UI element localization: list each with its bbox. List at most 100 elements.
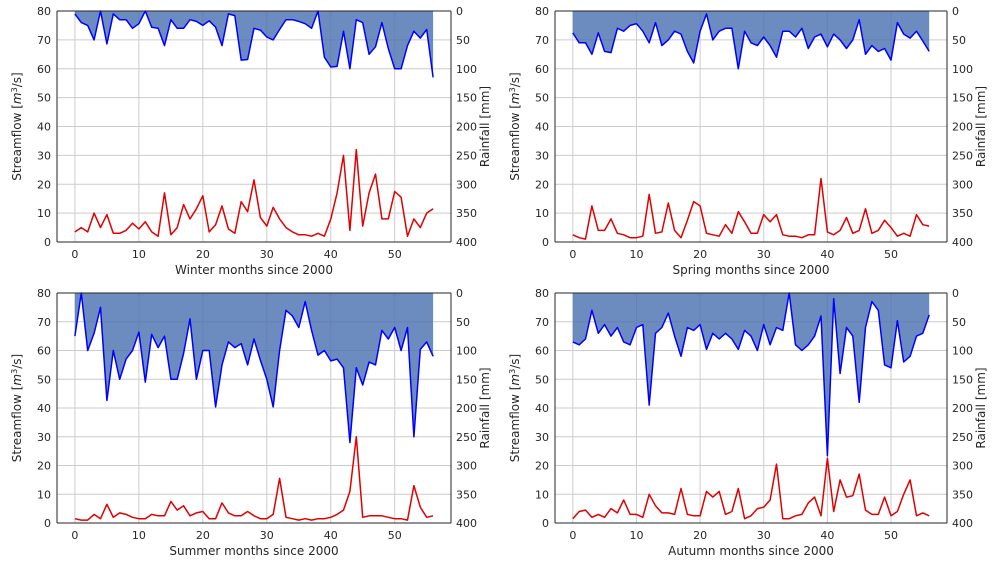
series-line-left — [74, 148, 434, 237]
x-tick-label: 0 — [71, 529, 78, 542]
chart-panel: 0 10 20 30 40 50 0 10 20 30 40 50 60 70 80 0 50 100 150 200… — [10, 287, 493, 558]
series-line-right — [572, 292, 930, 457]
y-right-tick-label: 300 — [952, 460, 973, 473]
y-left-tick-label: 0 — [542, 236, 549, 249]
y-right-tick-label: 300 — [456, 460, 477, 473]
y-right-tick-label: 250 — [456, 431, 477, 444]
series-line-left — [572, 177, 930, 240]
chart-panel: 0 10 20 30 40 50 0 10 20 30 40 50 60 70 80 0 50 100 150 200… — [508, 287, 989, 558]
y-left-tick-label: 80 — [535, 5, 549, 18]
y-left-tick-label: 10 — [37, 488, 51, 501]
y-axis-label-left: Streamflow [m3/s] — [10, 354, 25, 462]
y-right-tick-label: 0 — [456, 287, 463, 300]
rainfall-area — [74, 11, 434, 78]
y-left-tick-label: 50 — [37, 373, 51, 386]
x-tick-label: 20 — [693, 248, 707, 261]
rainfall-area — [572, 293, 930, 456]
y-axis-label-right: Rainfall [mm] — [478, 86, 492, 167]
y-axis-label-left: Streamflow [m3/s] — [508, 354, 523, 462]
rainfall-area — [74, 293, 434, 443]
y-left-tick-label: 40 — [37, 402, 51, 415]
x-tick-label: 10 — [629, 248, 643, 261]
y-left-tick-label: 30 — [37, 431, 51, 444]
y-left-tick-label: 30 — [535, 431, 549, 444]
y-left-tick-label: 30 — [535, 149, 549, 162]
x-tick-label: 40 — [324, 529, 338, 542]
x-axis-label: Autumn months since 2000 — [668, 544, 834, 558]
y-right-tick-label: 200 — [456, 402, 477, 415]
series-line-right — [572, 13, 930, 70]
y-left-tick-label: 20 — [37, 460, 51, 473]
x-axis-label: Winter months since 2000 — [175, 263, 333, 277]
x-tick-label: 20 — [693, 529, 707, 542]
y-right-tick-label: 400 — [456, 517, 477, 530]
y-left-tick-label: 70 — [37, 34, 51, 47]
y-left-tick-label: 10 — [535, 207, 549, 220]
y-axis-label-right: Rainfall [mm] — [974, 86, 988, 167]
y-left-tick-label: 50 — [535, 373, 549, 386]
y-left-tick-label: 80 — [37, 287, 51, 300]
y-right-tick-label: 200 — [952, 121, 973, 134]
y-left-tick-label: 20 — [535, 460, 549, 473]
y-right-tick-label: 250 — [456, 149, 477, 162]
y-left-tick-label: 80 — [37, 5, 51, 18]
x-tick-label: 30 — [260, 248, 274, 261]
y-left-tick-label: 70 — [37, 316, 51, 329]
y-axis-label-right: Rainfall [mm] — [974, 367, 988, 448]
x-tick-label: 40 — [820, 248, 834, 261]
y-right-tick-label: 400 — [952, 236, 973, 249]
y-left-tick-label: 60 — [535, 63, 549, 76]
y-left-tick-label: 20 — [535, 178, 549, 191]
x-tick-label: 10 — [132, 248, 146, 261]
x-tick-label: 0 — [569, 529, 576, 542]
y-right-tick-label: 0 — [952, 287, 959, 300]
y-left-tick-label: 80 — [535, 287, 549, 300]
y-right-tick-label: 50 — [456, 34, 470, 47]
y-left-tick-label: 30 — [37, 149, 51, 162]
x-axis-label: Summer months since 2000 — [169, 544, 338, 558]
y-left-tick-label: 50 — [535, 92, 549, 105]
y-right-tick-label: 250 — [952, 149, 973, 162]
y-right-tick-label: 100 — [456, 345, 477, 358]
y-right-tick-label: 350 — [952, 488, 973, 501]
x-tick-label: 0 — [569, 248, 576, 261]
y-left-tick-label: 60 — [535, 345, 549, 358]
y-right-tick-label: 200 — [952, 402, 973, 415]
y-right-tick-label: 300 — [952, 178, 973, 191]
y-left-tick-label: 0 — [44, 517, 51, 530]
rainfall-area — [572, 11, 930, 69]
y-axis-label-left: Streamflow [m3/s] — [508, 72, 523, 180]
y-left-tick-label: 0 — [542, 517, 549, 530]
x-tick-label: 30 — [757, 529, 771, 542]
y-axis-label-left: Streamflow [m3/s] — [10, 72, 25, 180]
y-right-tick-label: 350 — [456, 207, 477, 220]
y-axis-label-right: Rainfall [mm] — [478, 367, 492, 448]
x-tick-label: 50 — [884, 248, 898, 261]
y-left-tick-label: 60 — [37, 345, 51, 358]
y-right-tick-label: 150 — [456, 92, 477, 105]
x-tick-label: 20 — [196, 248, 210, 261]
x-tick-label: 0 — [71, 248, 78, 261]
y-right-tick-label: 350 — [952, 207, 973, 220]
x-tick-label: 20 — [196, 529, 210, 542]
y-left-tick-label: 20 — [37, 178, 51, 191]
y-right-tick-label: 250 — [952, 431, 973, 444]
y-right-tick-label: 150 — [952, 373, 973, 386]
y-right-tick-label: 100 — [952, 345, 973, 358]
y-right-tick-label: 350 — [456, 488, 477, 501]
y-right-tick-label: 400 — [456, 236, 477, 249]
y-right-tick-label: 50 — [952, 316, 966, 329]
y-right-tick-label: 300 — [456, 178, 477, 191]
y-left-tick-label: 40 — [37, 121, 51, 134]
y-right-tick-label: 200 — [456, 121, 477, 134]
y-left-tick-label: 40 — [535, 121, 549, 134]
x-tick-label: 10 — [629, 529, 643, 542]
x-tick-label: 10 — [132, 529, 146, 542]
x-tick-label: 30 — [260, 529, 274, 542]
x-tick-label: 40 — [820, 529, 834, 542]
y-left-tick-label: 70 — [535, 316, 549, 329]
y-left-tick-label: 10 — [535, 488, 549, 501]
series-line-left — [572, 457, 930, 520]
y-right-tick-label: 0 — [952, 5, 959, 18]
